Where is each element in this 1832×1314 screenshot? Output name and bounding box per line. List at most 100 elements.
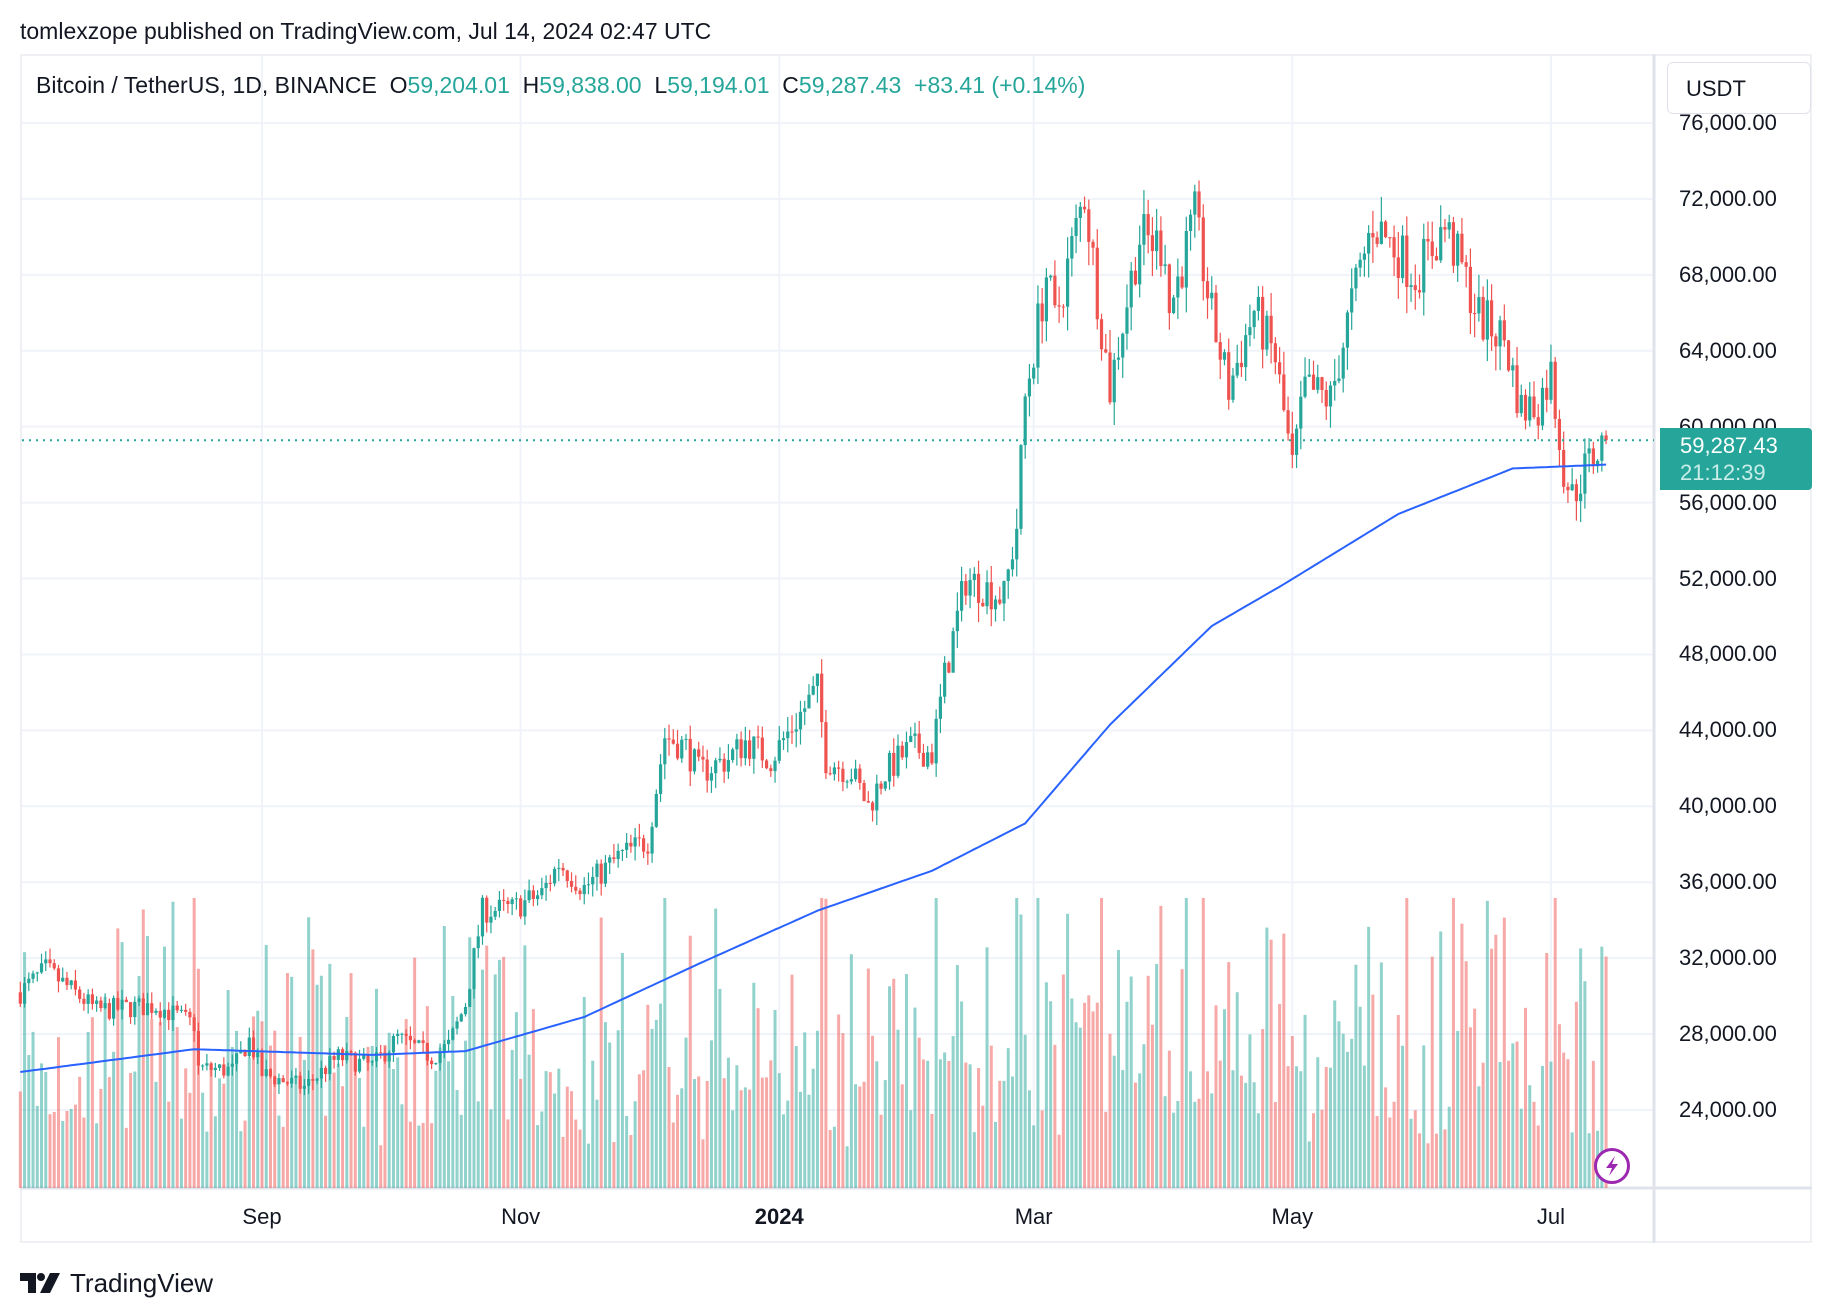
candle-body	[417, 1040, 421, 1043]
candle-body	[218, 1064, 222, 1068]
candle-body	[896, 745, 900, 776]
candle-body	[1536, 417, 1540, 426]
volume-bar	[1248, 1034, 1252, 1188]
candle-body	[1015, 528, 1019, 560]
volume-bar	[904, 974, 908, 1188]
candle-body	[1290, 433, 1294, 455]
volume-bar	[1239, 1075, 1243, 1188]
candle-body	[128, 1002, 133, 1018]
candle-body	[400, 1033, 404, 1035]
candle-body	[243, 1050, 247, 1057]
volume-bar	[1206, 1071, 1210, 1188]
candle-body	[1074, 217, 1078, 237]
candle-body	[544, 882, 548, 889]
candle-body	[35, 972, 39, 974]
candle-body	[692, 749, 697, 772]
volume-bar	[35, 1105, 39, 1188]
candle-body	[22, 983, 27, 1004]
candle-body	[302, 1085, 306, 1089]
candle-body	[1511, 365, 1515, 371]
candle-body	[803, 708, 807, 712]
volume-bar	[1515, 1041, 1519, 1188]
candle-body	[701, 756, 705, 760]
candle-body	[603, 862, 608, 884]
candle-body	[1439, 227, 1443, 261]
high-value: 59,838.00	[539, 72, 642, 98]
volume-bar	[1070, 998, 1074, 1188]
candle-body	[1337, 378, 1341, 381]
candle-body	[353, 1052, 357, 1072]
candle-body	[145, 1003, 150, 1016]
volume-bar	[786, 1100, 790, 1188]
volume-bar	[1481, 1062, 1485, 1188]
volume-bar	[332, 1072, 336, 1188]
volume-bar	[1032, 1125, 1036, 1188]
volume-bar	[705, 1080, 709, 1188]
volume-bar	[349, 973, 353, 1188]
volume-bar	[52, 1111, 56, 1188]
volume-bar	[150, 1019, 154, 1188]
candle-body	[523, 900, 527, 917]
candle-body	[1396, 257, 1400, 279]
candle-body	[964, 581, 968, 596]
volume-bar	[230, 1047, 234, 1188]
volume-bar	[86, 1031, 90, 1188]
candle-body	[858, 768, 862, 783]
volume-bar	[1261, 1029, 1265, 1188]
candle-body	[120, 999, 124, 1010]
volume-bar	[625, 1115, 629, 1188]
volume-bar	[277, 1115, 281, 1188]
candle-body	[565, 870, 569, 882]
lightning-bolt-icon[interactable]	[1594, 1148, 1630, 1184]
candle-body	[998, 599, 1002, 604]
volume-bar	[1384, 1087, 1388, 1188]
currency-button[interactable]: USDT	[1667, 62, 1811, 114]
candle-body	[837, 767, 841, 769]
volume-bar	[582, 997, 586, 1188]
candle-body	[396, 1033, 400, 1037]
candle-body	[1477, 297, 1481, 314]
candle-body	[506, 900, 510, 905]
volume-bar	[179, 1118, 183, 1188]
symbol-title[interactable]: Bitcoin / TetherUS, 1D, BINANCE	[36, 72, 377, 98]
candle-body	[909, 735, 913, 743]
volume-bar	[591, 1060, 595, 1188]
volume-bar	[1574, 1001, 1578, 1188]
candle-body	[1392, 237, 1396, 258]
candle-body	[1150, 235, 1154, 252]
close-label: C	[782, 72, 799, 98]
candle-body	[849, 779, 853, 782]
candle-body	[459, 1014, 463, 1022]
volume-bar	[654, 1019, 658, 1188]
candle-body	[370, 1061, 374, 1063]
candle-body	[277, 1078, 281, 1085]
volume-bar	[832, 1126, 836, 1188]
candle-body	[27, 978, 31, 984]
volume-bar	[413, 957, 417, 1188]
volume-bar	[239, 1131, 243, 1188]
volume-bar	[281, 1126, 285, 1188]
volume-bar	[273, 1030, 277, 1188]
candle-body	[1108, 352, 1112, 403]
volume-bar	[1430, 956, 1434, 1188]
volume-bar	[1002, 1080, 1006, 1188]
candle-body	[1104, 349, 1108, 353]
volume-bar	[1053, 1044, 1057, 1188]
volume-bar	[23, 952, 27, 1188]
volume-bar	[1138, 1073, 1142, 1188]
volume-bar	[1057, 1134, 1061, 1188]
volume-bar	[218, 1078, 222, 1188]
candle-body	[820, 673, 824, 723]
volume-bar	[1180, 969, 1184, 1188]
candle-body	[1303, 376, 1307, 397]
y-tick-label: 32,000.00	[1679, 945, 1777, 971]
candle-body	[1248, 327, 1252, 336]
volume-bar	[154, 1081, 158, 1188]
candle-body	[1502, 320, 1506, 341]
volume-bar	[1354, 964, 1358, 1188]
volume-bar	[616, 1030, 620, 1188]
volume-bar	[1312, 1113, 1316, 1188]
volume-bar	[909, 1110, 913, 1188]
candle-body	[731, 749, 735, 760]
